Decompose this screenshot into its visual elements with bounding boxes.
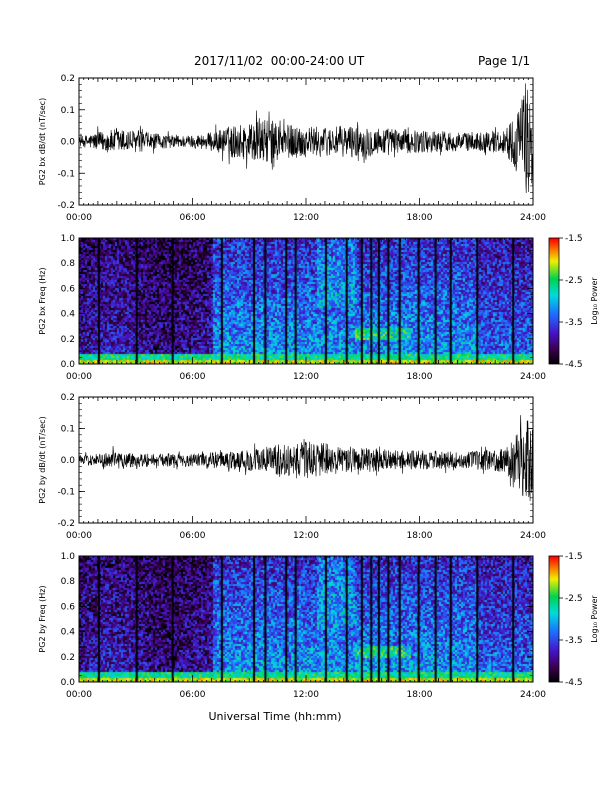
y-tick-label: 0.6 <box>61 602 76 612</box>
y-tick-label: 0.2 <box>61 393 75 403</box>
y-tick-label: 0.0 <box>61 360 76 370</box>
colorbar-tick-label: -4.5 <box>565 678 583 688</box>
x-tick-label: 18:00 <box>407 372 433 382</box>
y-tick-label: 0.2 <box>61 74 75 84</box>
colorbar-frame <box>548 237 560 365</box>
colorbar-gradient <box>549 556 559 682</box>
colorbar-canvas <box>549 238 559 364</box>
y-tick-label: 1.0 <box>61 234 76 244</box>
x-tick-label: 00:00 <box>66 213 92 223</box>
y-axis-label: PG2 bx Freq (Hz) <box>38 267 47 334</box>
colorbar-tick-label: -3.5 <box>565 318 583 328</box>
panel-4 <box>78 555 534 683</box>
x-tick-label: 24:00 <box>520 213 546 223</box>
x-tick-label: 12:00 <box>293 531 319 541</box>
spectrogram-canvas <box>79 238 533 364</box>
y-axis-label: PG2 bx dB/dt (nT/sec) <box>38 98 47 185</box>
colorbar-tick-label: -2.5 <box>565 276 583 286</box>
x-tick-label: 18:00 <box>407 690 433 700</box>
colorbar-tick-label: -1.5 <box>565 552 583 562</box>
x-tick-label: 24:00 <box>520 372 546 382</box>
y-tick-label: 0.2 <box>61 653 75 663</box>
y-tick-label: -0.2 <box>57 201 75 211</box>
panel-2 <box>78 237 534 365</box>
x-axis-label: Universal Time (hh:mm) <box>209 710 342 723</box>
panel-3 <box>78 396 534 524</box>
spectrogram-raster <box>79 238 533 364</box>
colorbar-frame <box>548 555 560 683</box>
y-tick-label: 0.8 <box>61 577 76 587</box>
colorbar-tick-label: -3.5 <box>565 636 583 646</box>
spectrogram-raster <box>79 556 533 682</box>
colorbar-tick-label: -1.5 <box>565 234 583 244</box>
y-tick-label: -0.1 <box>57 169 75 179</box>
x-tick-label: 06:00 <box>180 531 206 541</box>
x-tick-label: 24:00 <box>520 690 546 700</box>
y-tick-label: 0.4 <box>61 310 76 320</box>
x-tick-label: 12:00 <box>293 372 319 382</box>
x-tick-label: 12:00 <box>293 690 319 700</box>
y-tick-label: 0.2 <box>61 335 75 345</box>
y-tick-label: 0.0 <box>61 456 76 466</box>
series-line <box>78 415 534 502</box>
x-tick-label: 00:00 <box>66 531 92 541</box>
x-tick-label: 06:00 <box>180 213 206 223</box>
spectrogram-canvas <box>79 556 533 682</box>
x-tick-label: 18:00 <box>407 213 433 223</box>
colorbar-gradient <box>549 238 559 364</box>
colorbar-tick-label: -2.5 <box>565 594 583 604</box>
x-tick-label: 12:00 <box>293 213 319 223</box>
x-tick-label: 24:00 <box>520 531 546 541</box>
colorbar-tick-label: -4.5 <box>565 360 583 370</box>
y-tick-label: 0.1 <box>61 425 75 435</box>
colorbar-label: Log₁₀ Power <box>590 277 599 325</box>
colorbar-canvas <box>549 556 559 682</box>
colorbar-label: Log₁₀ Power <box>590 595 599 643</box>
x-tick-label: 00:00 <box>66 372 92 382</box>
y-tick-label: -0.1 <box>57 488 75 498</box>
y-axis-label: PG2 by dB/dt (nT/sec) <box>38 416 47 503</box>
series-line <box>78 83 534 194</box>
page-title: 2017/11/02 00:00-24:00 UT <box>194 54 365 68</box>
y-axis-label: PG2 by Freq (Hz) <box>38 585 47 652</box>
y-tick-label: 0.8 <box>61 259 76 269</box>
x-tick-label: 06:00 <box>180 372 206 382</box>
y-tick-label: 0.0 <box>61 678 76 688</box>
x-tick-label: 18:00 <box>407 531 433 541</box>
y-tick-label: -0.2 <box>57 519 75 529</box>
y-tick-label: 0.0 <box>61 138 76 148</box>
y-tick-label: 0.6 <box>61 284 76 294</box>
y-tick-label: 1.0 <box>61 552 76 562</box>
x-tick-label: 00:00 <box>66 690 92 700</box>
y-tick-label: 0.1 <box>61 106 75 116</box>
panel-1 <box>78 77 534 206</box>
y-tick-label: 0.4 <box>61 628 76 638</box>
x-tick-label: 06:00 <box>180 690 206 700</box>
page-label: Page 1/1 <box>478 54 531 68</box>
